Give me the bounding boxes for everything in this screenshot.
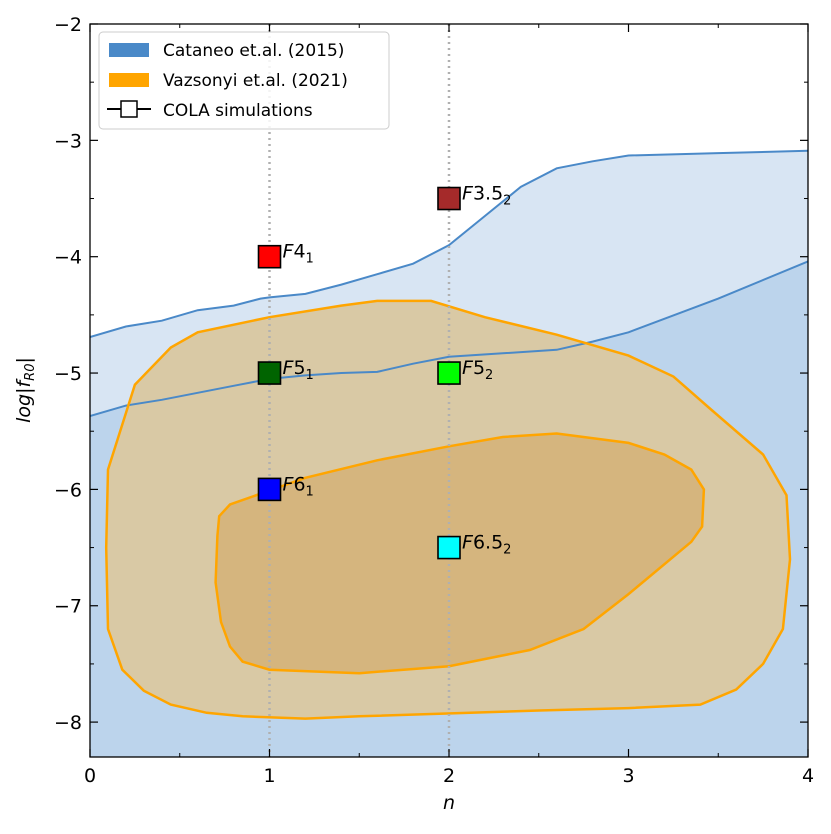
x-tick-label: 0: [84, 765, 96, 787]
y-tick-label: −3: [54, 130, 82, 152]
y-tick-label: −2: [54, 14, 82, 36]
y-tick-label: −5: [54, 363, 82, 385]
cataneo-upper-line: [90, 149, 808, 338]
y-axis-label: log|fR0|: [13, 357, 38, 423]
x-tick-label: 1: [263, 765, 275, 787]
point-label-0: F41: [283, 241, 314, 267]
y-tick-label: −6: [54, 479, 82, 501]
legend-box: [98, 31, 390, 130]
point-marker-3: [437, 186, 461, 211]
legend-marker-square: [120, 100, 138, 118]
point-marker-1: [257, 361, 282, 385]
point-label-5: F6.52: [462, 532, 511, 558]
x-tick-label: 2: [443, 765, 455, 787]
legend-swatch-vazsonyi: [109, 73, 149, 87]
point-label-1: F51: [283, 357, 314, 383]
legend: Cataneo et.al. (2015) Vazsonyi et.al. (2…: [98, 31, 390, 130]
point-label-4: F52: [462, 357, 493, 383]
y-tick-label: −8: [54, 712, 82, 734]
vazsonyi-outer-line: [104, 299, 792, 720]
point-label-2: F61: [283, 473, 314, 499]
data-points: F41 F51 F61 F3.52 F52 F6.52: [257, 183, 511, 560]
legend-label-cataneo: Cataneo et.al. (2015): [163, 41, 344, 61]
point-marker-2: [257, 477, 282, 502]
x-axis-label: n: [443, 792, 455, 814]
point-marker-4: [437, 361, 461, 385]
cataneo-lower-line: [90, 260, 808, 418]
point-marker-5: [437, 535, 461, 560]
axis-ticks: 0 1 2 3 4 −8 −7 −6 −5 −4 −3 −2: [54, 14, 814, 787]
legend-swatch-cataneo: [109, 43, 149, 57]
y-tick-label: −4: [54, 247, 82, 269]
point-marker-0: [257, 244, 282, 269]
x-tick-label: 4: [802, 765, 814, 787]
vazsonyi-inner-line: [214, 432, 706, 675]
x-tick-label: 3: [622, 765, 634, 787]
plot-area: [90, 24, 808, 757]
legend-label-vazsonyi: Vazsonyi et.al. (2021): [163, 71, 348, 91]
point-label-3: F3.52: [462, 183, 511, 209]
legend-label-cola: COLA simulations: [163, 101, 313, 121]
y-tick-label: −7: [54, 596, 82, 618]
